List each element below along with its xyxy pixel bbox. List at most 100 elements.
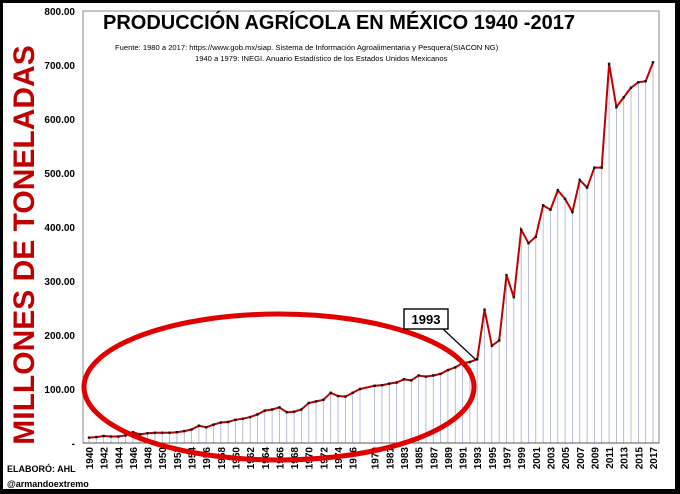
x-tick-label: 1979 xyxy=(371,447,382,470)
data-point xyxy=(248,415,252,419)
data-point xyxy=(373,384,376,387)
data-point xyxy=(146,432,149,435)
data-point xyxy=(212,423,215,426)
data-point xyxy=(454,366,457,369)
data-point xyxy=(109,435,113,438)
y-tick-label: 300.00 xyxy=(44,277,75,288)
data-point xyxy=(117,435,120,438)
x-tick-label: 2001 xyxy=(532,447,543,470)
x-tick-label: 1981 xyxy=(385,447,396,470)
data-point xyxy=(432,374,435,377)
data-point xyxy=(87,436,91,439)
chart-frame: - 100.00 200.00 300.00 400.00 500.00 600.00 700… xyxy=(2,2,676,490)
chart-title: PRODUCCIÓN AGRÍCOLA EN MÉXICO 1940 -2017 xyxy=(103,12,575,34)
x-tick-label: 1944 xyxy=(114,447,125,470)
x-tick-label: 2005 xyxy=(561,447,572,470)
x-tick-label: 2013 xyxy=(620,447,631,470)
source-line-2: 1940 a 1979: INEGI. Anuario Estadístico … xyxy=(195,54,448,63)
data-point xyxy=(175,431,179,434)
credit-handle: @armandoextremo xyxy=(7,479,89,489)
y-tick-label: 600.00 xyxy=(44,115,75,126)
x-tick-label: 1950 xyxy=(158,447,169,470)
y-tick-label: 700.00 xyxy=(44,61,75,72)
x-tick-label: 1995 xyxy=(488,447,499,470)
data-point xyxy=(344,395,347,398)
x-tick-label: 2015 xyxy=(634,447,645,470)
x-tick-label: 1991 xyxy=(459,447,470,470)
data-point xyxy=(476,358,479,361)
data-point xyxy=(402,378,406,381)
data-point xyxy=(263,409,266,412)
data-point xyxy=(139,433,142,436)
data-point xyxy=(204,426,208,429)
data-point xyxy=(556,189,559,192)
data-point xyxy=(512,296,516,299)
data-point xyxy=(226,420,230,424)
data-point xyxy=(153,431,157,434)
data-point xyxy=(600,166,603,169)
data-point xyxy=(541,204,545,207)
x-tick-label: 2003 xyxy=(546,447,557,470)
data-point xyxy=(161,431,164,434)
x-tick-label: 1989 xyxy=(444,447,455,470)
data-point xyxy=(270,408,274,411)
data-point xyxy=(519,228,523,231)
data-point xyxy=(234,418,237,421)
data-point xyxy=(219,421,223,424)
x-tick-label: 1987 xyxy=(429,447,440,470)
data-point xyxy=(622,96,625,99)
data-point xyxy=(527,242,530,245)
x-tick-label: 2007 xyxy=(576,447,587,470)
data-point xyxy=(417,374,420,377)
data-point xyxy=(585,186,589,189)
data-point xyxy=(593,166,596,169)
data-point xyxy=(241,417,245,420)
data-point xyxy=(637,81,640,84)
data-point xyxy=(497,339,501,342)
y-tick-label: 400.00 xyxy=(44,223,75,234)
data-point xyxy=(651,61,655,64)
data-point xyxy=(571,210,574,214)
data-point xyxy=(578,178,581,182)
data-point xyxy=(351,391,354,394)
data-point xyxy=(410,379,413,382)
data-point xyxy=(607,62,611,66)
y-tick-label: 800.00 xyxy=(44,7,75,18)
data-point xyxy=(190,428,193,431)
x-tick-label: 1956 xyxy=(202,447,213,470)
data-point xyxy=(505,273,508,277)
x-tick-label: 2017 xyxy=(649,447,660,470)
data-point xyxy=(549,208,552,211)
data-point xyxy=(424,375,428,378)
data-point xyxy=(563,197,567,201)
x-tick-label: 1946 xyxy=(129,447,140,470)
data-point xyxy=(534,235,538,238)
data-point xyxy=(307,401,310,405)
data-point xyxy=(131,431,135,434)
x-tick-label: 1942 xyxy=(100,447,111,470)
data-point xyxy=(336,394,340,398)
x-tick-label: 1999 xyxy=(517,447,528,470)
data-point xyxy=(395,381,398,384)
x-tick-label: 1985 xyxy=(415,447,426,470)
annotation-label: 1993 xyxy=(412,312,441,327)
x-tick-label: 2009 xyxy=(590,447,601,470)
annotation-box xyxy=(403,308,449,330)
data-point xyxy=(380,384,384,387)
x-tick-label: 1983 xyxy=(400,447,411,470)
y-tick-label: 100.00 xyxy=(44,385,75,396)
data-point xyxy=(483,308,486,311)
x-tick-label: 1940 xyxy=(85,447,96,470)
data-point xyxy=(183,429,186,433)
data-point xyxy=(644,80,647,83)
y-tick-label: - xyxy=(72,439,75,450)
data-point xyxy=(285,411,288,414)
x-tick-label: 1976 xyxy=(349,447,360,470)
data-point xyxy=(102,434,105,438)
data-point xyxy=(629,86,633,89)
data-point xyxy=(446,368,450,372)
data-point xyxy=(358,387,362,391)
data-point xyxy=(168,431,171,434)
data-point xyxy=(314,400,318,403)
data-point xyxy=(615,105,618,109)
